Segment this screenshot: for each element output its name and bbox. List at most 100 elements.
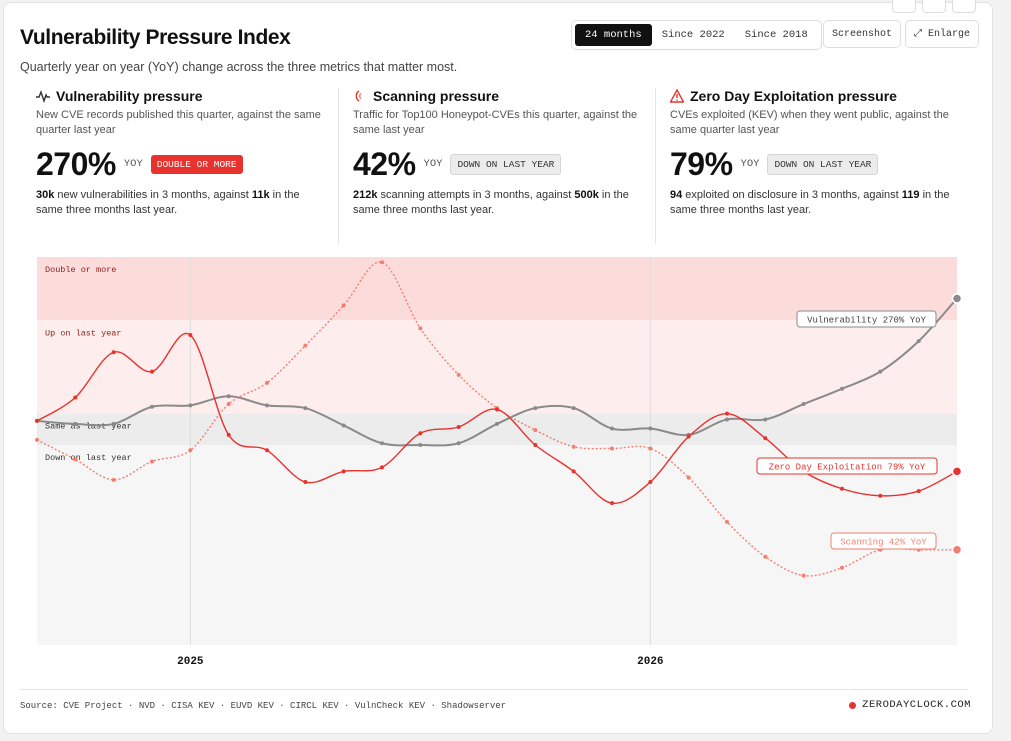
data-point	[648, 480, 653, 485]
data-point	[878, 493, 883, 498]
data-point	[303, 343, 308, 348]
divider	[338, 88, 339, 244]
data-point	[111, 350, 116, 355]
warning-icon	[670, 89, 684, 103]
data-point	[725, 411, 729, 416]
series-end-label: Vulnerability 270% YoY	[807, 316, 926, 326]
divider	[655, 88, 656, 244]
data-point	[303, 406, 308, 411]
band-2	[37, 413, 957, 445]
metric-title: Scanning pressure	[373, 88, 500, 104]
data-point	[341, 303, 346, 308]
data-point	[763, 554, 768, 559]
data-point	[763, 417, 768, 422]
data-point	[35, 437, 39, 442]
data-point	[725, 417, 729, 422]
data-point	[265, 448, 269, 453]
series-end-label-box	[796, 310, 937, 328]
metric-detail: 30k new vulnerabilities in 3 months, aga…	[36, 189, 300, 216]
link-icon[interactable]	[892, 0, 916, 13]
data-point	[610, 446, 614, 451]
pulse-icon	[36, 89, 50, 103]
data-point	[571, 406, 576, 411]
signal-icon	[355, 90, 362, 102]
data-point	[150, 369, 154, 374]
band-label: Same as last year	[45, 422, 132, 432]
screenshot-button[interactable]: Screenshot	[823, 20, 902, 48]
band-1	[37, 320, 957, 414]
data-point	[456, 372, 461, 377]
data-point	[840, 486, 844, 491]
source-note: Source: CVE Project · NVD · CISA KEV · E…	[20, 701, 507, 711]
brand[interactable]: ZERODAYCLOCK.COM	[849, 699, 971, 711]
data-point	[380, 441, 384, 446]
data-point	[380, 260, 384, 265]
data-point	[610, 426, 614, 431]
metric-unit: YOY	[423, 158, 443, 170]
data-point	[303, 480, 308, 485]
metric-title: Vulnerability pressure	[56, 88, 203, 104]
data-point	[265, 380, 269, 385]
data-point	[686, 434, 691, 439]
data-point	[840, 565, 844, 570]
page-subtitle: Quarterly year on year (YoY) change acro…	[20, 60, 458, 74]
data-point	[226, 394, 231, 399]
data-point	[495, 421, 499, 426]
metric-title: Zero Day Exploitation pressure	[690, 88, 897, 104]
brand-dot-icon	[849, 701, 857, 709]
copy-icon[interactable]	[922, 0, 946, 13]
status-badge: DOWN ON LAST YEAR	[767, 153, 879, 175]
metric-description: CVEs exploited (KEV) when they went publ…	[670, 109, 949, 136]
data-point	[226, 402, 231, 407]
range-since-2022[interactable]: Since 2022	[661, 29, 725, 41]
data-point	[840, 386, 844, 391]
series-end-label-box	[830, 532, 937, 550]
metric-vulnerability: Vulnerability pressure New CVE records p…	[36, 88, 336, 218]
data-point	[188, 333, 193, 338]
metric-description: New CVE records published this quarter, …	[36, 109, 321, 136]
status-badge: DOWN ON LAST YEAR	[450, 153, 562, 175]
data-point	[951, 544, 963, 556]
data-point	[418, 442, 423, 447]
pin-icon[interactable]	[952, 0, 976, 13]
metric-value: 79%	[670, 145, 733, 182]
data-point	[610, 501, 614, 506]
data-point	[456, 424, 461, 429]
data-point	[686, 475, 691, 480]
range-24-months[interactable]: 24 months	[575, 24, 652, 46]
enlarge-button[interactable]: ⤢ Enlarge	[905, 20, 980, 48]
data-point	[648, 446, 653, 451]
data-point	[341, 469, 346, 474]
data-point	[150, 459, 154, 464]
range-since-2018[interactable]: Since 2018	[744, 29, 808, 41]
data-point	[73, 421, 78, 426]
data-point	[226, 432, 231, 437]
x-tick-label: 2026	[637, 656, 663, 668]
data-point	[73, 457, 78, 462]
band-label: Down on last year	[45, 453, 132, 463]
range-selector: 24 months Since 2022 Since 2018	[571, 20, 822, 50]
data-point	[35, 418, 39, 423]
metric-unit: YOY	[740, 158, 760, 170]
data-point	[495, 407, 499, 412]
data-point	[533, 406, 538, 411]
brand-label: ZERODAYCLOCK.COM	[862, 699, 971, 711]
data-point	[951, 466, 963, 477]
metric-detail: 212k scanning attempts in 3 months, agai…	[353, 189, 629, 216]
window-controls	[892, 0, 976, 13]
data-point	[571, 469, 576, 474]
metric-zero-day: Zero Day Exploitation pressure CVEs expl…	[670, 88, 970, 218]
data-point	[951, 293, 963, 304]
metric-detail: 94 exploited on disclosure in 3 months, …	[670, 189, 950, 216]
data-point	[188, 448, 193, 453]
band-3	[37, 444, 957, 645]
metric-unit: YOY	[123, 158, 143, 170]
band-label: Up on last year	[45, 328, 122, 338]
data-point	[150, 404, 154, 409]
metric-value: 270%	[36, 145, 116, 182]
data-point	[533, 428, 538, 433]
data-point	[648, 426, 653, 431]
data-point	[916, 339, 921, 344]
data-point	[763, 436, 768, 441]
data-point	[571, 444, 576, 449]
